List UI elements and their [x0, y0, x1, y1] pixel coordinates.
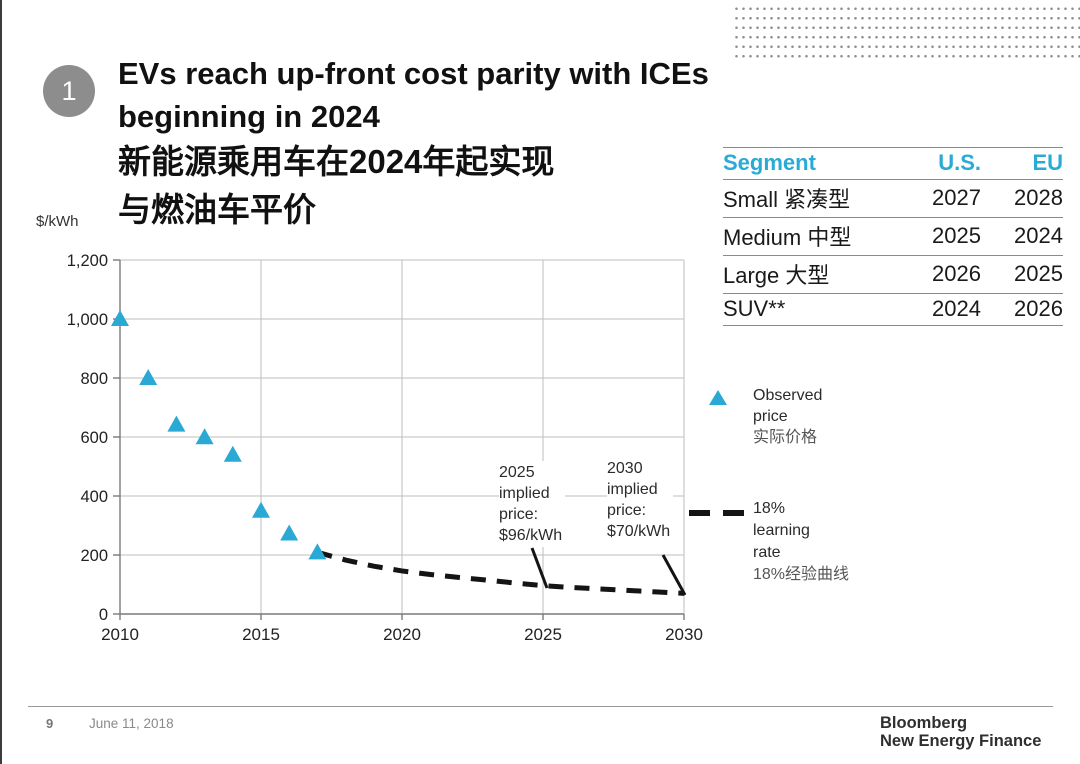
learning-rate-dashed-line	[316, 549, 685, 596]
legend-label: rate	[753, 544, 781, 561]
table-header-segment: Segment	[723, 147, 899, 180]
annotation-line: 2025	[499, 464, 535, 481]
y-axis-label: $/kWh	[36, 213, 79, 230]
y-tick-label: 600	[80, 429, 108, 447]
parity-table-body: Small 紧凑型 2027 2028 Medium 中型 2025 2024 Large …	[723, 179, 1063, 326]
legend-label: price	[753, 408, 788, 425]
legend-label: learning	[753, 522, 810, 539]
y-tick-label: 800	[80, 370, 108, 388]
footer-date: June 11, 2018	[89, 716, 174, 731]
annotation-2030-implied-price: 2030 implied price: $70/kWh	[607, 457, 674, 543]
annotation-line: implied	[499, 485, 550, 502]
annotation-2025-implied-price: 2025 implied price: $96/kWh	[499, 461, 566, 547]
x-tick-label: 2030	[665, 625, 703, 644]
brand-line: Bloomberg	[880, 714, 968, 732]
legend-label: 18%	[753, 500, 786, 517]
annotation-line: implied	[607, 481, 658, 498]
observed-price-point	[280, 524, 299, 541]
parity-table: Segment U.S. EU Small 紧凑型 2027 2028 Medium …	[723, 147, 1063, 326]
title-line-zh-2: 与燃油车平价	[118, 191, 316, 228]
observed-price-point	[139, 369, 158, 385]
x-tick-label: 2020	[383, 625, 421, 644]
title-line-en-2: beginning in 2024	[118, 99, 380, 134]
annotation-line: 2030	[607, 460, 643, 477]
slide-left-border	[0, 0, 2, 764]
table-cell: 2026	[981, 293, 1063, 326]
table-cell: 2025	[981, 255, 1063, 294]
title-line-zh-1: 新能源乘用车在2024年起实现	[118, 143, 555, 180]
y-tick-label: 1,200	[67, 252, 108, 270]
brand-line: New Energy Finance	[880, 732, 1042, 750]
annotation-line: $96/kWh	[499, 527, 563, 544]
y-tick-label: 0	[99, 606, 108, 624]
table-header-us: U.S.	[899, 147, 981, 180]
annotation-line: price:	[607, 502, 647, 519]
legend-learning-rate: 18% learning rate 18%经验曲线	[753, 498, 849, 586]
legend-triangle-icon	[709, 390, 727, 405]
table-row: Small 紧凑型 2027 2028	[723, 179, 1063, 218]
observed-price-point	[167, 415, 186, 432]
table-cell: Large 大型	[723, 255, 899, 294]
slide-number-badge: 1	[43, 65, 95, 117]
y-tick-label: 200	[80, 547, 108, 565]
annotation-leader-line	[661, 554, 687, 596]
annotation-line: $70/kWh	[607, 523, 671, 540]
table-cell: 2024	[899, 293, 981, 326]
table-header-eu: EU	[981, 147, 1063, 180]
legend-observed-price: Observed price 实际价格	[753, 385, 822, 448]
table-cell: 2025	[899, 217, 981, 256]
dot-pattern-decoration	[733, 4, 1080, 64]
observed-price-point	[195, 428, 214, 445]
table-row: Large 大型 2026 2025	[723, 255, 1063, 294]
y-tick-label: 400	[80, 488, 108, 506]
legend-label-zh: 18%经验曲线	[753, 566, 850, 583]
table-cell: Medium 中型	[723, 217, 899, 256]
annotation-line: price:	[499, 506, 539, 523]
annotation-leader-line	[530, 547, 549, 589]
table-cell: Small 紧凑型	[723, 179, 899, 218]
x-tick-label: 2015	[242, 625, 280, 644]
footer-divider	[28, 706, 1053, 707]
observed-price-point	[111, 310, 129, 326]
observed-price-point	[252, 501, 270, 518]
table-row: SUV** 2024 2026	[723, 293, 1063, 326]
x-tick-label: 2010	[101, 625, 139, 644]
page-title: EVs reach up-front cost parity with ICEs…	[118, 52, 709, 234]
table-cell: 2026	[899, 255, 981, 294]
table-cell: 2028	[981, 179, 1063, 218]
y-tick-label: 1,000	[67, 311, 108, 329]
page-number: 9	[46, 716, 54, 731]
table-cell: 2024	[981, 217, 1063, 256]
table-cell: 2027	[899, 179, 981, 218]
x-tick-label: 2025	[524, 625, 562, 644]
table-header-row: Segment U.S. EU	[723, 147, 1063, 180]
bloomberg-logo: Bloomberg New Energy Finance	[880, 714, 1041, 750]
observed-price-point	[308, 543, 327, 560]
legend-label: Observed	[753, 387, 823, 404]
legend-dashed-line-icon	[689, 510, 744, 516]
observed-price-point	[223, 445, 242, 462]
title-line-en-1: EVs reach up-front cost parity with ICEs	[118, 56, 709, 91]
table-row: Medium 中型 2025 2024	[723, 217, 1063, 256]
table-cell: SUV**	[723, 293, 899, 326]
legend-label-zh: 实际价格	[753, 429, 818, 446]
